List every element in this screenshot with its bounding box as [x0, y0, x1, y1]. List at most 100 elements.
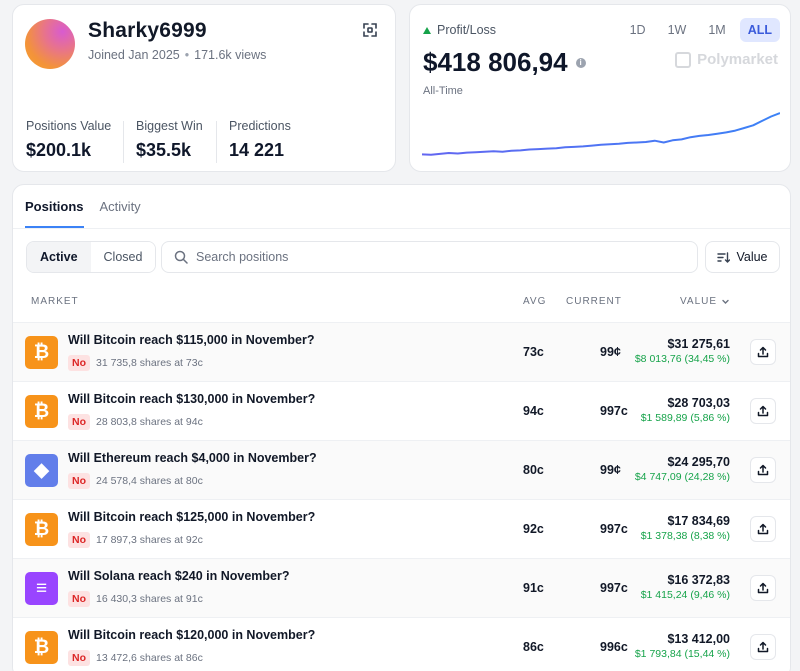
outcome-badge: No [68, 355, 90, 371]
pnl-sparkline [422, 112, 780, 156]
expand-icon[interactable] [361, 21, 379, 39]
value-pnl: $4 747,09 (24,28 %) [634, 471, 730, 483]
search-input[interactable] [196, 250, 676, 264]
shares-text: 24 578,4 shares at 80c [96, 475, 203, 487]
pnl-period: All-Time [423, 85, 463, 97]
range-1m[interactable]: 1M [708, 23, 726, 37]
value-pnl: $1 793,84 (15,44 %) [634, 648, 730, 660]
bitcoin-icon: ₿ [25, 513, 58, 546]
shares-text: 16 430,3 shares at 91c [96, 593, 203, 605]
share-button[interactable] [750, 575, 776, 601]
market-title[interactable]: Will Bitcoin reach $130,000 in November? [68, 392, 316, 406]
value-pnl: $1 589,89 (5,86 %) [640, 412, 730, 424]
tab-activity[interactable]: Activity [99, 199, 141, 214]
range-all[interactable]: ALL [739, 18, 780, 42]
avg-price: 86c [523, 640, 544, 654]
outcome-badge: No [68, 591, 90, 607]
share-button[interactable] [750, 634, 776, 660]
brand-name: Polymarket [697, 51, 778, 68]
solana-icon: ≡ [25, 572, 58, 605]
column-value-label: VALUE [680, 296, 718, 307]
table-row[interactable]: ₿ Will Bitcoin reach $120,000 in Novembe… [13, 617, 790, 671]
bitcoin-icon: ₿ [25, 336, 58, 369]
pnl-card: Profit/Loss $418 806,94 i All-Time 1D 1W… [409, 4, 791, 172]
current-price: 99¢ [600, 463, 621, 477]
positions-card: Positions Activity Active Closed Value M… [12, 184, 791, 671]
position-detail: No 13 472,6 shares at 86c [68, 650, 203, 666]
position-detail: No 24 578,4 shares at 80c [68, 473, 203, 489]
search-icon [174, 250, 188, 264]
share-button[interactable] [750, 339, 776, 365]
icon-glyph: ₿ [33, 400, 50, 422]
joined-date: Joined Jan 2025 [88, 48, 180, 62]
position-detail: No 28 803,8 shares at 94c [68, 414, 203, 430]
table-row[interactable]: ₿ Will Bitcoin reach $130,000 in Novembe… [13, 381, 790, 440]
share-icon [757, 523, 769, 535]
pnl-amount: $418 806,94 [423, 47, 568, 77]
market-title[interactable]: Will Bitcoin reach $120,000 in November? [68, 628, 316, 642]
range-1d[interactable]: 1D [629, 23, 646, 37]
value-pnl: $1 378,38 (8,38 %) [640, 530, 730, 542]
separator-dot: • [184, 48, 190, 62]
share-button[interactable] [750, 457, 776, 483]
market-title[interactable]: Will Solana reach $240 in November? [68, 569, 290, 583]
position-value: $28 703,03 $1 589,89 (5,86 %) [641, 396, 730, 424]
polymarket-logo-icon [675, 51, 692, 68]
sort-button[interactable]: Value [705, 241, 780, 273]
share-icon [757, 582, 769, 594]
table-row[interactable]: ≡ Will Solana reach $240 in November? No… [13, 558, 790, 617]
filter-active[interactable]: Active [27, 242, 91, 272]
avatar[interactable] [25, 19, 75, 69]
share-button[interactable] [750, 398, 776, 424]
filter-closed[interactable]: Closed [90, 242, 156, 272]
value-amount: $31 275,61 [667, 337, 730, 351]
value-amount: $13 412,00 [667, 632, 730, 646]
table-row[interactable]: ◆ Will Ethereum reach $4,000 in November… [13, 440, 790, 499]
column-current: CURRENT [566, 296, 622, 307]
table-row[interactable]: ₿ Will Bitcoin reach $115,000 in Novembe… [13, 322, 790, 381]
position-detail: No 16 430,3 shares at 91c [68, 591, 203, 607]
avg-price: 94c [523, 404, 544, 418]
position-value: $31 275,61 $8 013,76 (34,45 %) [635, 337, 730, 365]
sort-icon [717, 251, 731, 263]
info-icon[interactable]: i [575, 57, 586, 68]
position-value: $17 834,69 $1 378,38 (8,38 %) [641, 514, 730, 542]
table-header: MARKET AVG CURRENT VALUE [13, 292, 790, 312]
market-title[interactable]: Will Ethereum reach $4,000 in November? [68, 451, 317, 465]
avg-price: 73c [523, 345, 544, 359]
tab-positions[interactable]: Positions [25, 199, 84, 228]
stat-label: Positions Value [26, 119, 112, 133]
profile-meta: Joined Jan 2025 • 171.6k views [88, 48, 266, 62]
stat-label: Biggest Win [136, 119, 203, 133]
value-amount: $24 295,70 [667, 455, 730, 469]
current-price: 997c [600, 404, 628, 418]
share-button[interactable] [750, 516, 776, 542]
position-value: $13 412,00 $1 793,84 (15,44 %) [635, 632, 730, 660]
stat-value: $200.1k [26, 140, 92, 160]
table-row[interactable]: ₿ Will Bitcoin reach $125,000 in Novembe… [13, 499, 790, 558]
value-amount: $16 372,83 [667, 573, 730, 587]
pnl-value: $418 806,94 i [423, 47, 586, 78]
range-1w[interactable]: 1W [667, 23, 687, 37]
market-title[interactable]: Will Bitcoin reach $125,000 in November? [68, 510, 316, 524]
outcome-badge: No [68, 473, 90, 489]
tabs-divider [13, 228, 790, 229]
column-value[interactable]: VALUE [680, 296, 730, 307]
search-box[interactable] [161, 241, 698, 273]
column-market: MARKET [31, 296, 79, 307]
tabs: Positions Activity [25, 199, 141, 228]
market-title[interactable]: Will Bitcoin reach $115,000 in November? [68, 333, 315, 347]
stat-label: Predictions [229, 119, 291, 133]
share-icon [757, 641, 769, 653]
share-icon [757, 464, 769, 476]
icon-glyph: ₿ [33, 518, 50, 540]
position-detail: No 31 735,8 shares at 73c [68, 355, 203, 371]
value-pnl: $8 013,76 (34,45 %) [634, 353, 730, 365]
icon-glyph: ≡ [35, 577, 48, 599]
icon-glyph: ₿ [33, 636, 50, 658]
stat-divider [216, 121, 217, 163]
stat-value: 14 221 [229, 140, 285, 160]
avg-price: 92c [523, 522, 544, 536]
avg-price: 80c [523, 463, 544, 477]
current-price: 997c [600, 581, 628, 595]
